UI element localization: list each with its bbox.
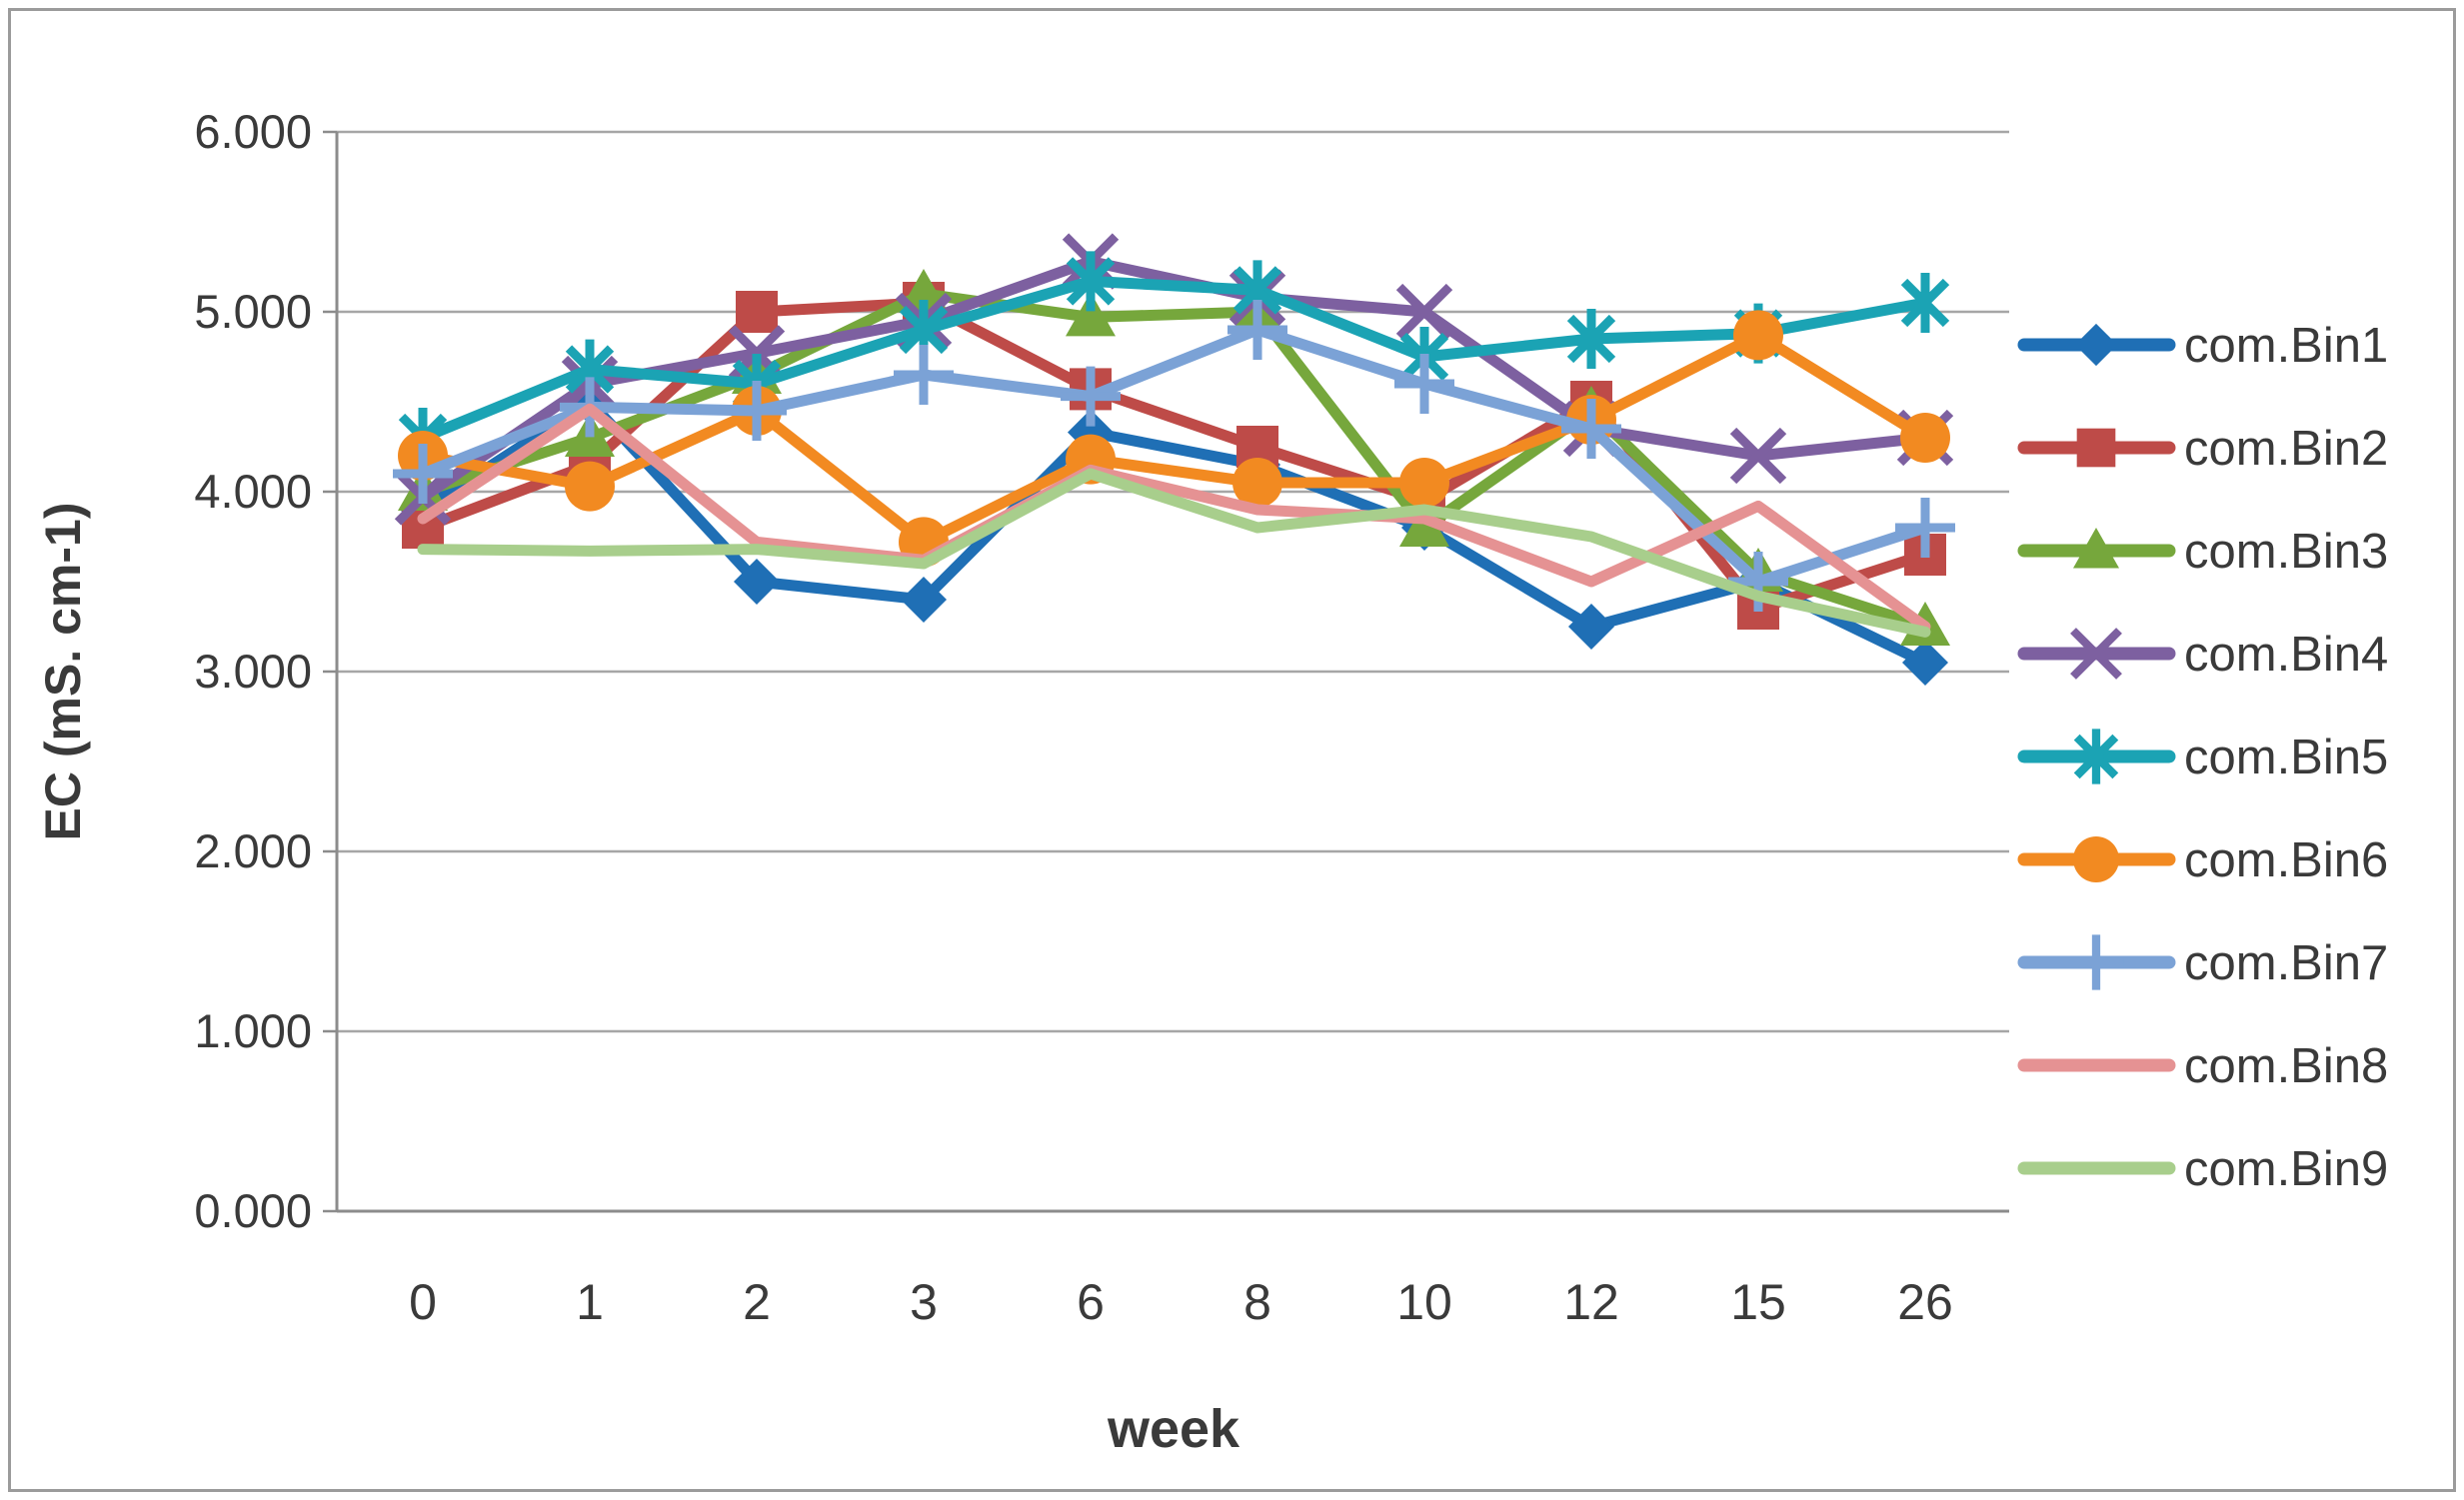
circle-marker [1900,413,1950,463]
legend-item-com.Bin4: com.Bin4 [2017,628,2388,682]
diamond-marker [1902,640,1948,686]
series-line [417,396,1931,669]
legend-label: com.Bin7 [2184,936,2388,990]
circle-marker [1232,458,1282,508]
x-tick-label: 6 [1077,1274,1105,1330]
asterisk-marker [1900,273,1950,333]
plus-marker [894,345,954,405]
diamond-marker [2074,323,2118,367]
series-line [417,275,1931,444]
x-tick-label: 2 [743,1274,771,1330]
x-tick-label: 12 [1563,1274,1619,1330]
legend-item-com.Bin1: com.Bin1 [2017,319,2388,373]
plus-marker [1895,498,1955,558]
series-com.Bin4 [394,233,1954,526]
axes-layer [323,130,2009,1213]
legend-label: com.Bin4 [2184,628,2388,682]
plus-marker [1394,354,1454,414]
plus-marker [1228,300,1287,360]
legend-label: com.Bin3 [2184,525,2388,579]
x-tick-label: 3 [910,1274,938,1330]
asterisk-marker [1566,309,1616,369]
legend: com.Bin1 com.Bin2 com.Bin3 com.Bin4 com.Bin5… [2017,319,2388,1196]
x-marker [1729,427,1787,485]
square-marker [2076,428,2116,468]
legend-label: com.Bin2 [2184,422,2388,476]
plus-marker [393,444,453,504]
legend-item-com.Bin2: com.Bin2 [2017,422,2388,476]
legend-label: com.Bin6 [2184,833,2388,887]
legend-item-com.Bin8: com.Bin8 [2017,1039,2388,1093]
circle-marker [1399,458,1449,508]
y-axis-title: EC (mS. cm-1) [35,503,91,841]
circle-marker [565,461,615,512]
series-line [417,256,1931,503]
x-tick-label: 1 [576,1274,604,1330]
y-tick-label: 4.000 [194,465,312,518]
legend-label: com.Bin9 [2184,1142,2388,1196]
diamond-marker [1568,604,1614,650]
asterisk-marker [1066,251,1116,312]
asterisk-marker [2073,729,2119,784]
x-marker [1395,283,1453,341]
plus-marker [727,381,787,441]
circle-marker [2073,836,2119,882]
plus-marker [2068,934,2124,990]
series-line [417,403,1931,633]
legend-item-com.Bin6: com.Bin6 [2017,833,2388,887]
series-layer [393,233,1955,686]
series-line [417,468,1931,638]
series-line [417,324,1931,588]
x-tick-label: 8 [1243,1274,1271,1330]
legend-item-com.Bin5: com.Bin5 [2017,729,2388,784]
diamond-marker [734,559,780,605]
plus-marker [1061,366,1121,427]
legend-label: com.Bin8 [2184,1039,2388,1093]
y-tick-label: 1.000 [194,1004,312,1057]
y-tick-label: 2.000 [194,824,312,877]
series-com.Bin9 [417,468,1931,638]
y-tick-label: 5.000 [194,285,312,338]
diamond-marker [901,577,947,623]
triangle-marker [2073,528,2119,569]
circle-marker [1733,310,1783,361]
legend-label: com.Bin5 [2184,731,2388,784]
legend-item-com.Bin3: com.Bin3 [2017,525,2388,579]
x-tick-label: 10 [1396,1274,1452,1330]
x-tick-label: 15 [1730,1274,1786,1330]
x-tick-label: 0 [409,1274,437,1330]
triangle-marker [899,269,949,313]
triangle-marker [1066,292,1116,337]
legend-label: com.Bin1 [2184,319,2388,373]
triangle-marker [1399,503,1449,547]
y-tick-label: 0.000 [194,1184,312,1237]
y-tick-label: 3.000 [194,645,312,698]
x-marker [2070,628,2122,680]
series-com.Bin8 [417,403,1931,633]
square-marker [736,291,778,333]
y-tick-label: 6.000 [194,105,312,158]
plus-marker [1561,399,1621,459]
x-tick-label: 26 [1897,1274,1953,1330]
legend-item-com.Bin9: com.Bin9 [2017,1142,2388,1196]
x-axis-title: week [1107,1399,1240,1459]
series-line [417,329,1931,548]
legend-item-com.Bin7: com.Bin7 [2017,934,2388,990]
